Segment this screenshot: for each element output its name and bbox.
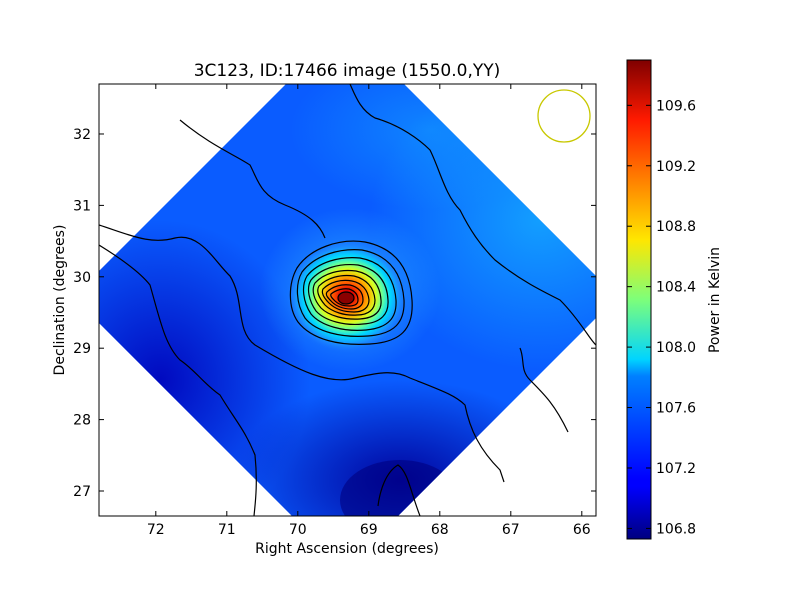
plot-area (98, 83, 597, 517)
x-axis: 72 71 70 69 68 67 66 (147, 84, 591, 538)
plot-frame (98, 83, 597, 517)
y-axis-label: Declination (degrees) (52, 225, 68, 376)
x-tick-label: 72 (147, 522, 165, 538)
colorbar-ticks: 106.8 107.2 107.6 108.0 108.4 108.8 109.2 109.6 (627, 98, 696, 537)
y-tick-label: 29 (73, 341, 91, 357)
colorbar: 106.8 107.2 107.6 108.0 108.4 108.8 109.2 109.6… (626, 59, 723, 540)
y-tick-label: 28 (73, 413, 91, 429)
colorbar-tick-label: 108.4 (656, 280, 696, 296)
colorbar-tick-label: 108.0 (656, 340, 696, 356)
y-axis: 27 28 29 30 31 32 (73, 127, 596, 500)
x-axis-label: Right Ascension (degrees) (255, 541, 439, 557)
colorbar-tick-label: 109.2 (656, 159, 696, 175)
chart-title: 3C123, ID:17466 image (1550.0,YY) (194, 61, 501, 81)
x-tick-label: 69 (360, 522, 378, 538)
x-tick-label: 68 (431, 522, 449, 538)
contour-lines (99, 84, 596, 516)
y-tick-label: 31 (73, 198, 91, 214)
y-tick-label: 32 (73, 127, 91, 143)
x-tick-label: 71 (218, 522, 236, 538)
colorbar-tick-label: 107.6 (656, 401, 696, 417)
y-tick-label: 30 (73, 270, 91, 286)
colorbar-tick-label: 107.2 (656, 461, 696, 477)
y-tick-label: 27 (73, 484, 91, 500)
colorbar-gradient (626, 59, 652, 540)
x-tick-label: 70 (289, 522, 307, 538)
colorbar-tick-label: 106.8 (656, 521, 696, 537)
x-tick-label: 67 (502, 522, 520, 538)
beam-circle (537, 89, 591, 143)
x-tick-label: 66 (573, 522, 591, 538)
colorbar-tick-label: 109.6 (656, 98, 696, 114)
colorbar-label: Power in Kelvin (707, 247, 723, 353)
colorbar-tick-label: 108.8 (656, 219, 696, 235)
